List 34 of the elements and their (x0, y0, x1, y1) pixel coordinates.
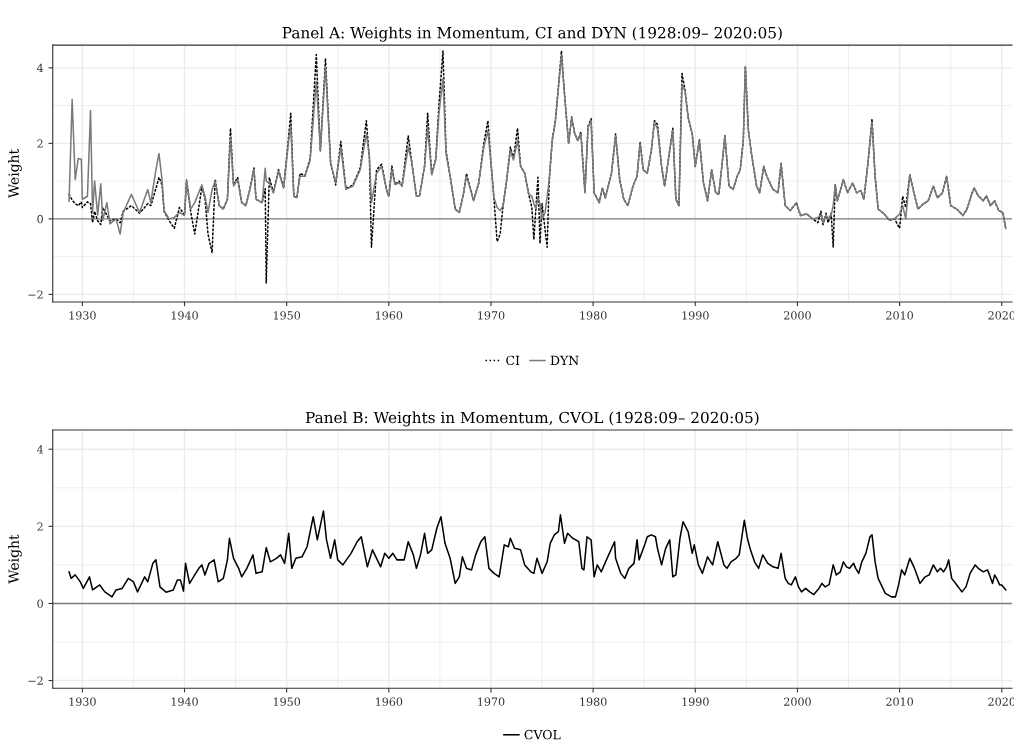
chart-title: Panel B: Weights in Momentum, CVOL (1928:09– 2020:05) (305, 411, 759, 427)
y-axis-title: Weight (8, 149, 22, 199)
y-tick-label: 2 (37, 139, 43, 148)
y-tick-label: 4 (36, 445, 44, 454)
y-tick-label: 2 (37, 522, 43, 531)
x-tick-label: 2000 (784, 697, 811, 706)
y-tick-label: 0 (37, 214, 43, 224)
y-tick-label: 4 (36, 63, 44, 73)
x-tick-label: 1990 (682, 311, 709, 320)
x-tick-label: 1950 (273, 311, 301, 320)
x-tick-label: 1950 (273, 697, 301, 706)
x-tick-label: 1970 (478, 311, 505, 320)
x-tick-label: 1930 (69, 697, 96, 706)
legend-label: CI (506, 355, 520, 366)
y-tick-label: 0 (37, 599, 43, 608)
x-tick-label: 1970 (478, 697, 505, 706)
x-tick-label: 1940 (171, 697, 198, 706)
legend-label: CVOL (524, 729, 561, 740)
x-tick-label: 2000 (784, 311, 811, 320)
line-series (68, 510, 1007, 598)
x-tick-label: 1980 (580, 311, 607, 320)
y-axis-title: Weight (8, 534, 22, 584)
x-tick-label: 1940 (171, 311, 198, 320)
y-tick-label: −2 (28, 290, 43, 299)
x-tick-label: 2010 (886, 697, 913, 706)
x-tick-label: 1960 (376, 311, 403, 320)
x-tick-label: 1980 (580, 697, 607, 706)
x-tick-label: 1990 (682, 697, 709, 706)
chart-title: Panel A: Weights in Momentum, CI and DYN (1928:09– 2020:05) (282, 26, 782, 42)
y-tick-label: −2 (28, 676, 43, 685)
x-tick-label: 1960 (376, 697, 403, 706)
x-tick-label: 1930 (69, 311, 96, 320)
legend-label: DYN (550, 355, 579, 366)
x-tick-label: 2010 (886, 311, 913, 320)
